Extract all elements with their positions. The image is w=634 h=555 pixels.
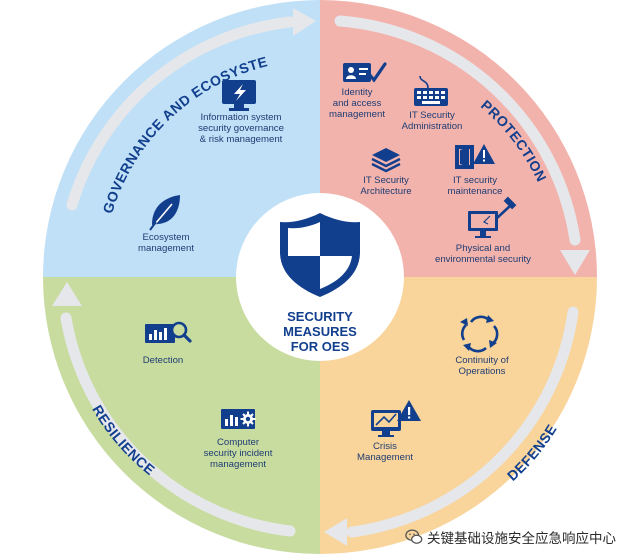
ecosystem-line-1: Ecosystem [143, 232, 190, 243]
watermark-text: 关键基础设施安全应急响应中心 [427, 531, 616, 547]
physical-line-1: Physical and [456, 243, 510, 254]
arrow-left [60, 312, 296, 537]
item-crisis: Crisis Management [357, 400, 421, 463]
info-system-line-3: & risk management [200, 134, 283, 145]
it-admin-line-2: Administration [402, 121, 463, 132]
detection-line-1: Detection [143, 355, 184, 366]
cycle-arrowheads [460, 315, 497, 351]
center-title-line-1: SECURITY [287, 309, 353, 324]
item-continuity: Continuity of Operations [455, 315, 509, 377]
center-title-line-3: FOR OES [291, 339, 350, 354]
incident-line-2: security incident [204, 448, 273, 459]
item-it-maintenance: IT security maintenance [448, 144, 503, 197]
item-incident: Computer security incident management [204, 409, 273, 470]
crisis-line-1: Crisis [373, 441, 397, 452]
item-ecosystem: Ecosystem management [138, 195, 194, 254]
info-system-line-1: Information system [200, 112, 281, 123]
continuity-line-2: Operations [459, 366, 506, 377]
arrow-head-bottom [324, 518, 347, 546]
arrow-top [66, 16, 296, 211]
leaf-icon [149, 195, 180, 231]
incident-line-3: management [210, 459, 266, 470]
identity-line-3: management [329, 109, 385, 120]
chart-gear-icon [221, 409, 256, 429]
watermark: 关键基础设施安全应急响应中心 [405, 527, 616, 547]
arrow-heads [52, 8, 590, 546]
continuity-line-1: Continuity of [455, 355, 509, 366]
monitor-lightning-icon [222, 80, 256, 111]
it-admin-line-1: IT Security [409, 110, 455, 121]
monitor-warning-icon [371, 400, 421, 437]
broken-monitor-hammer-icon [468, 196, 517, 238]
arrow-bottom [346, 306, 579, 538]
keyboard-icon [414, 75, 448, 106]
wechat-icon [405, 529, 423, 544]
item-it-admin: IT Security Administration [402, 75, 463, 132]
item-it-architecture: IT Security Architecture [360, 148, 412, 197]
physical-line-2: environmental security [435, 254, 531, 265]
id-card-check-icon [343, 62, 387, 83]
cycle-arrows [60, 15, 581, 538]
item-info-system: Information system security governance &… [198, 80, 284, 145]
item-physical: Physical and environmental security [435, 196, 531, 265]
item-identity: Identity and access management [329, 62, 387, 120]
arrow-head-left [52, 282, 82, 306]
incident-line-1: Computer [217, 437, 260, 448]
chart-magnifier-icon [145, 321, 192, 343]
identity-line-1: Identity [342, 87, 373, 98]
center-title-line-2: MEASURES [283, 324, 357, 339]
arrow-head-top [293, 8, 316, 36]
ecosystem-line-2: management [138, 243, 194, 254]
item-detection: Detection [143, 321, 192, 366]
crisis-line-2: Management [357, 452, 413, 463]
door-warning-icon [455, 144, 495, 169]
layers-icon [371, 148, 401, 173]
it-arch-line-1: IT Security [363, 175, 409, 186]
it-maint-line-2: maintenance [448, 186, 503, 197]
shield-icon [280, 213, 360, 297]
identity-line-2: and access [333, 98, 382, 109]
it-maint-line-1: IT security [453, 175, 497, 186]
arrow-head-right [560, 250, 590, 275]
info-system-line-2: security governance [198, 123, 284, 134]
arrow-right [334, 15, 581, 246]
it-arch-line-2: Architecture [360, 186, 411, 197]
